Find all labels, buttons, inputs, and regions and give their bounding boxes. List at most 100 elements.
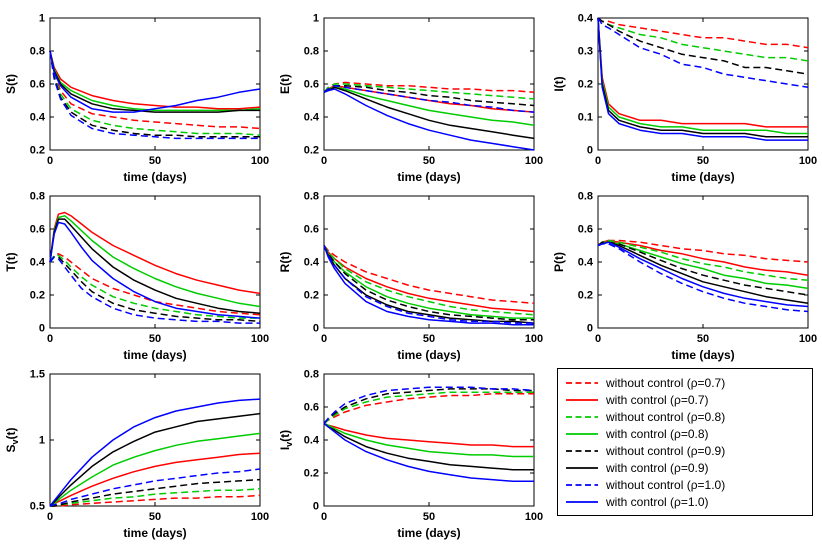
x-tick-label: 0 <box>595 155 601 167</box>
series-line-without-control-rho-10 <box>49 256 260 324</box>
y-tick-label: 1 <box>313 13 319 25</box>
x-axis-label: time (days) <box>397 526 460 540</box>
y-tick-label: 0.6 <box>304 224 319 236</box>
series-line-without-control-rho-10 <box>323 245 534 324</box>
legend-label: without control (ρ=1.0) <box>606 477 726 492</box>
legend-label: with control (ρ=0.7) <box>606 392 709 407</box>
series-line-with-control-rho-10 <box>323 422 534 483</box>
series-line-without-control-rho-07 <box>323 393 534 425</box>
series-line-with-control-rho-10 <box>49 50 261 113</box>
x-axis-label: time (days) <box>671 170 734 184</box>
series-line-with-control-rho-08 <box>323 422 534 458</box>
subplot-Iv: 0 50 100 0 0.2 0.4 0.6 0.8 time (days) Iv(t) <box>274 364 548 542</box>
x-tick-label: 0 <box>321 333 327 345</box>
chart-T: 0 50 100 0 0.2 0.4 0.6 0.8 time (days) T(t) <box>4 191 269 363</box>
series-line-without-control-rho-09 <box>50 478 261 507</box>
legend-box: without control (ρ=0.7) with control (ρ=0… <box>557 368 813 516</box>
x-tick-label: 50 <box>149 155 161 167</box>
series-line-with-control-rho-10 <box>49 398 261 507</box>
series-line-without-control-rho-10 <box>597 243 809 313</box>
x-tick-label: 100 <box>251 511 269 523</box>
x-axis-label: time (days) <box>123 348 186 362</box>
plot-box <box>49 373 261 507</box>
y-tick-label: 0.6 <box>304 79 319 91</box>
plot-box <box>323 195 535 329</box>
series-line-without-control-rho-10 <box>49 50 260 140</box>
legend-label: with control (ρ=0.9) <box>606 460 709 475</box>
chart-E: 0 50 100 0.2 0.4 0.6 0.8 1 time (days) E(t) <box>278 13 543 185</box>
series-line-without-control-rho-09 <box>323 245 534 321</box>
series-line-without-control-rho-08 <box>323 245 535 316</box>
series-line-with-control-rho-09 <box>323 86 535 140</box>
series-line-with-control-rho-10 <box>597 17 808 141</box>
y-axis-label: S(t) <box>4 74 18 94</box>
legend-line-sample-without-control-rho-08 <box>566 415 598 418</box>
chart-R: 0 50 100 0 0.2 0.4 0.6 0.8 time (days) R(t) <box>278 191 543 363</box>
legend-item-without-control-rho-10: without control (ρ=1.0) <box>564 476 804 493</box>
x-tick-label: 0 <box>595 333 601 345</box>
series-line-without-control-rho-07 <box>49 50 261 130</box>
legend-line-sample-with-control-rho-10 <box>566 500 598 503</box>
series-line-with-control-rho-08 <box>323 245 534 319</box>
legend-line-sample-with-control-rho-08 <box>566 432 598 435</box>
x-axis-label: time (days) <box>123 526 186 540</box>
series-line-without-control-rho-10 <box>49 468 261 507</box>
y-tick-label: 0.8 <box>30 46 45 58</box>
x-tick-label: 100 <box>251 155 269 167</box>
y-tick-label: 1 <box>39 13 45 25</box>
x-tick-label: 100 <box>799 333 817 345</box>
y-tick-label: 0.4 <box>578 13 594 25</box>
series-line-with-control-rho-09 <box>49 412 261 507</box>
y-tick-label: 0.4 <box>578 257 594 269</box>
x-axis-label: time (days) <box>397 170 460 184</box>
y-axis-label: T(t) <box>4 252 18 271</box>
y-tick-label: 0.8 <box>304 46 319 58</box>
plot-box <box>323 373 535 507</box>
y-tick-label: 0.8 <box>30 191 45 203</box>
y-tick-label: 0 <box>39 323 45 335</box>
y-tick-label: 0.4 <box>304 257 320 269</box>
legend-item-with-control-rho-09: with control (ρ=0.9) <box>564 459 804 476</box>
plot-box <box>49 195 261 329</box>
subplot-I: 0 50 100 0 0.1 0.2 0.3 0.4 time (days) I(t) <box>548 8 822 186</box>
y-tick-label: 0 <box>313 323 319 335</box>
legend-label: with control (ρ=0.8) <box>606 426 709 441</box>
series-line-with-control-rho-10 <box>323 88 535 151</box>
y-tick-label: 0 <box>587 323 593 335</box>
y-axis-label: Sv(t) <box>4 427 20 452</box>
subplot-P: 0 50 100 0 0.2 0.4 0.6 0.8 time (days) P(t) <box>548 186 822 364</box>
x-axis-label: time (days) <box>671 348 734 362</box>
y-tick-label: 0 <box>313 501 319 513</box>
series-line-without-control-rho-08 <box>50 488 261 507</box>
y-tick-label: 0.6 <box>304 402 319 414</box>
y-axis-label: P(t) <box>552 252 566 272</box>
y-axis-label: E(t) <box>278 74 292 94</box>
x-tick-label: 100 <box>799 155 817 167</box>
series-line-with-control-rho-10 <box>323 245 534 326</box>
series-line-without-control-rho-08 <box>49 50 261 136</box>
series-line-with-control-rho-07 <box>49 50 261 110</box>
y-tick-label: 1 <box>39 435 45 447</box>
series-line-with-control-rho-07 <box>323 422 534 448</box>
y-axis-label: Iv(t) <box>278 430 294 450</box>
y-tick-label: 0.8 <box>304 191 319 203</box>
subplot-R: 0 50 100 0 0.2 0.4 0.6 0.8 time (days) R(t) <box>274 186 548 364</box>
series-line-with-control-rho-07 <box>597 17 808 128</box>
series-line-without-control-rho-07 <box>49 253 261 316</box>
x-tick-label: 0 <box>321 511 327 523</box>
series-line-without-control-rho-09 <box>597 17 809 75</box>
y-tick-label: 0.1 <box>578 112 593 124</box>
legend-line-sample-with-control-rho-09 <box>566 466 598 469</box>
series-line-without-control-rho-08 <box>323 83 535 100</box>
series-line-without-control-rho-10 <box>323 84 535 113</box>
y-tick-label: 0.8 <box>578 191 593 203</box>
plot-box <box>597 195 809 329</box>
legend-line-sample-with-control-rho-07 <box>566 398 598 401</box>
series-line-with-control-rho-10 <box>597 241 809 308</box>
subplot-E: 0 50 100 0.2 0.4 0.6 0.8 1 time (days) E(t) <box>274 8 548 186</box>
y-tick-label: 0.2 <box>578 79 593 91</box>
y-axis-label: R(t) <box>278 252 292 273</box>
legend-line-sample-without-control-rho-09 <box>566 449 598 452</box>
series-line-without-control-rho-10 <box>597 17 809 89</box>
